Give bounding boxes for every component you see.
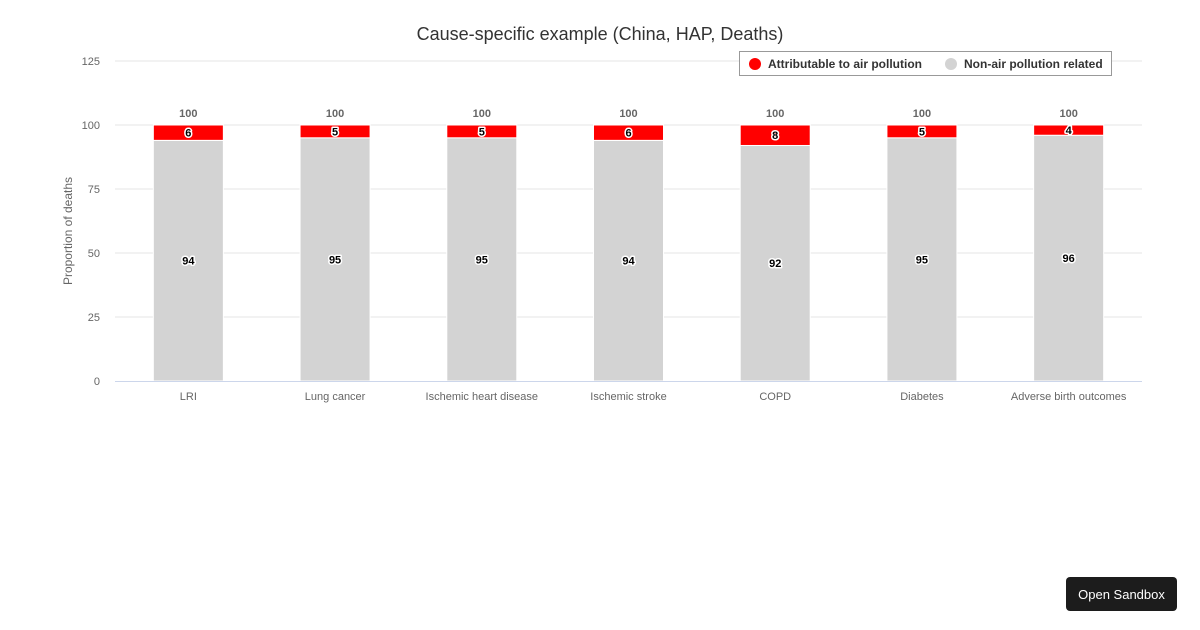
y-tick-label: 75 <box>88 184 100 196</box>
bar-non-air-pollution <box>1033 134 1105 382</box>
y-tick-label: 50 <box>88 248 100 260</box>
data-label-air: 5 <box>479 126 485 138</box>
total-label: 100 <box>619 108 637 120</box>
data-label-non-air: 92 <box>769 258 781 270</box>
legend-label-non-air-pollution: Non-air pollution related <box>964 57 1103 71</box>
data-label-non-air: 96 <box>1063 253 1075 265</box>
bar-air-pollution <box>152 124 224 141</box>
bar-non-air-pollution <box>739 144 811 382</box>
y-tick-label: 100 <box>82 120 100 132</box>
bar-non-air-pollution <box>886 137 958 382</box>
x-tick-label: LRI <box>180 391 197 403</box>
bar-non-air-pollution <box>446 137 518 382</box>
bar-air-pollution <box>1033 124 1105 136</box>
bar-non-air-pollution <box>152 139 224 382</box>
bar-air-pollution <box>739 124 811 146</box>
total-label: 100 <box>1059 108 1077 120</box>
y-tick-label: 0 <box>94 376 100 388</box>
bar-air-pollution <box>446 124 518 139</box>
chart-title: Cause-specific example (China, HAP, Deat… <box>417 24 784 44</box>
bar-non-air-pollution <box>593 139 664 382</box>
data-label-non-air: 94 <box>622 256 635 268</box>
x-tick-label: Diabetes <box>900 391 944 403</box>
data-label-non-air: 95 <box>916 254 928 266</box>
data-label-air: 4 <box>1066 125 1073 137</box>
total-label: 100 <box>913 108 931 120</box>
open-sandbox-button[interactable]: Open Sandbox <box>1066 577 1177 611</box>
bar-air-pollution <box>886 124 958 139</box>
bar-air-pollution <box>593 124 664 141</box>
data-label-air: 6 <box>625 128 631 140</box>
data-label-non-air: 95 <box>476 254 488 266</box>
x-tick-label: Ischemic stroke <box>590 391 666 403</box>
legend-marker-air-pollution <box>749 58 761 70</box>
bar-air-pollution <box>299 124 371 139</box>
x-tick-label: Ischemic heart disease <box>426 391 539 403</box>
data-label-air: 5 <box>332 126 338 138</box>
x-tick-label: COPD <box>759 391 791 403</box>
bar-non-air-pollution <box>299 137 371 382</box>
total-label: 100 <box>326 108 344 120</box>
total-label: 100 <box>473 108 491 120</box>
x-tick-label: Lung cancer <box>305 391 366 403</box>
data-label-air: 6 <box>185 128 191 140</box>
total-label: 100 <box>179 108 197 120</box>
total-label: 100 <box>766 108 784 120</box>
y-tick-label: 25 <box>88 312 100 324</box>
legend-box <box>739 51 1112 76</box>
y-tick-label: 125 <box>82 56 100 68</box>
data-label-non-air: 94 <box>182 256 195 268</box>
data-label-air: 8 <box>772 130 778 142</box>
y-axis-label: Proportion of deaths <box>61 177 75 285</box>
data-label-non-air: 95 <box>329 254 341 266</box>
x-tick-label: Adverse birth outcomes <box>1011 391 1127 403</box>
data-label-air: 5 <box>919 126 925 138</box>
legend-label-air-pollution: Attributable to air pollution <box>768 57 922 71</box>
legend-marker-non-air-pollution <box>945 58 957 70</box>
